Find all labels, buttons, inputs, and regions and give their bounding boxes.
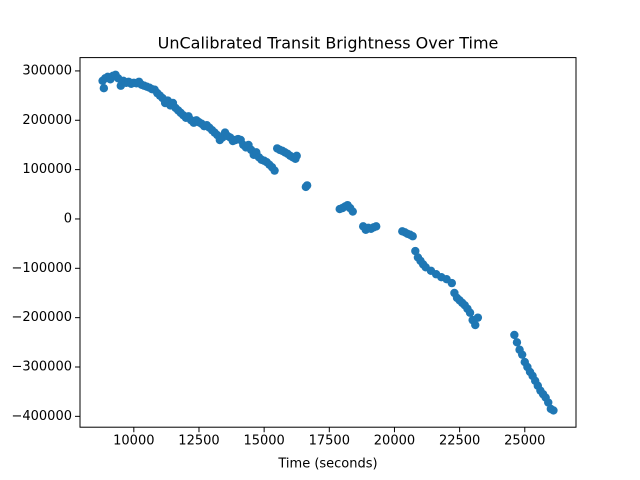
data-point (372, 222, 381, 231)
y-tick-label: 200000 (22, 113, 72, 128)
y-tick-label: 100000 (22, 162, 72, 177)
data-point (544, 398, 553, 407)
data-point (465, 308, 475, 317)
data-point (348, 207, 357, 216)
y-tick-label: 0 (64, 211, 72, 226)
data-point (408, 232, 417, 241)
x-tick-label: 22500 (439, 434, 480, 449)
x-tick-label: 15000 (243, 434, 284, 449)
y-tick-label: −200000 (11, 310, 72, 325)
data-point (549, 406, 558, 415)
chart-title: UnCalibrated Transit Brightness Over Tim… (158, 34, 499, 53)
data-point (512, 338, 522, 347)
x-tick-label: 25000 (504, 434, 545, 449)
plot-frame (79, 57, 577, 428)
data-point (270, 166, 279, 175)
x-axis-label: Time (seconds) (277, 457, 377, 472)
data-point (473, 313, 483, 322)
data-point (292, 151, 301, 160)
x-tick-label: 17500 (309, 434, 350, 449)
data-point (471, 320, 480, 330)
data-point (447, 278, 457, 288)
y-tick-label: −300000 (11, 359, 72, 374)
data-point (99, 83, 109, 93)
y-tick-label: −400000 (11, 409, 72, 424)
data-point (517, 350, 527, 359)
y-tick-label: 300000 (22, 63, 72, 78)
x-tick-label: 12500 (178, 434, 219, 449)
y-tick-label: −100000 (11, 261, 72, 276)
data-point (302, 181, 312, 190)
x-tick-label: 10000 (113, 434, 154, 449)
x-tick-label: 20000 (374, 434, 415, 449)
data-point (411, 246, 420, 256)
data-point (510, 330, 519, 340)
